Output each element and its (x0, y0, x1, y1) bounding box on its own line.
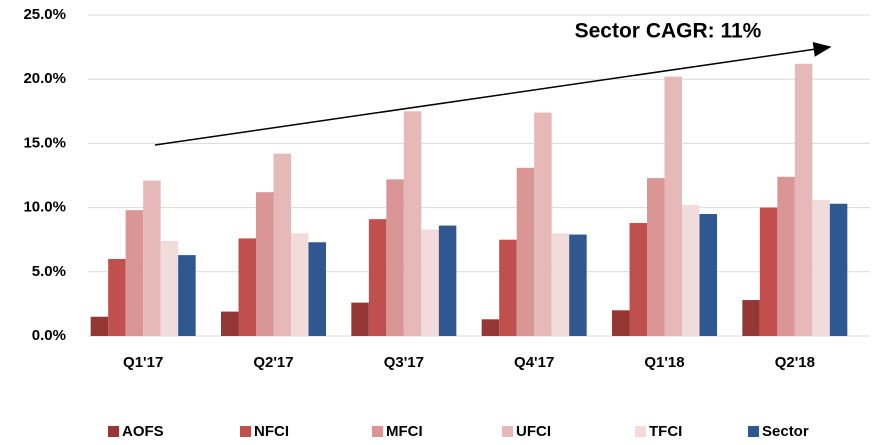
bar (178, 255, 196, 336)
legend-swatch (108, 426, 119, 437)
bar (551, 233, 570, 336)
bar (647, 178, 665, 336)
y-tick-label: 10.0% (23, 199, 66, 216)
bar (516, 167, 535, 336)
bar (421, 229, 439, 336)
y-tick-label: 0.0% (32, 327, 66, 344)
bar (386, 179, 404, 336)
bar (759, 207, 778, 336)
annotation: Sector CAGR: 11% (575, 20, 762, 43)
x-tick-label: Q3'17 (384, 354, 424, 371)
bar (90, 316, 109, 336)
x-tick-label: Q4'17 (514, 354, 554, 371)
x-tick-label: Q2'17 (253, 354, 293, 371)
bar (699, 214, 717, 336)
bar (534, 112, 552, 336)
bar (499, 239, 517, 336)
legend-label: AOFS (122, 423, 164, 440)
bar (682, 205, 700, 336)
legend-label: MFCI (386, 423, 423, 440)
legend-label: TFCI (649, 423, 682, 440)
legend-label: NFCI (254, 423, 289, 440)
legend-label: Sector (762, 423, 809, 440)
bar (221, 311, 239, 336)
bar (368, 219, 387, 336)
bar (629, 223, 647, 336)
bar (612, 310, 630, 336)
bar (481, 319, 500, 336)
bar (108, 258, 126, 336)
legend-swatch (748, 426, 759, 437)
bar (143, 180, 161, 336)
legend-swatch (635, 426, 646, 437)
x-tick-label: Q1'18 (644, 354, 684, 371)
bar (829, 203, 848, 336)
bar (812, 199, 830, 336)
x-tick-label: Q2'18 (775, 354, 815, 371)
bar (742, 300, 760, 336)
bar (273, 153, 291, 336)
legend-label: UFCI (516, 423, 551, 440)
bar (351, 302, 369, 336)
bar (308, 242, 326, 336)
bar (291, 233, 309, 336)
bar (777, 176, 795, 336)
trend-arrow (154, 41, 832, 146)
bar (794, 63, 813, 337)
bar (664, 76, 682, 336)
bar (160, 240, 179, 336)
y-tick-label: 5.0% (32, 263, 66, 280)
legend-swatch (502, 426, 513, 437)
x-tick-label: Q1'17 (123, 354, 163, 371)
y-tick-label: 20.0% (23, 70, 66, 87)
bar (238, 238, 256, 336)
bar (569, 234, 587, 336)
y-tick-label: 25.0% (23, 6, 66, 23)
y-tick-label: 15.0% (23, 134, 66, 151)
bar (403, 111, 422, 336)
legend-swatch (372, 426, 383, 437)
bar (256, 192, 274, 336)
bar (438, 225, 457, 336)
bar (125, 210, 144, 336)
legend-swatch (240, 426, 251, 437)
